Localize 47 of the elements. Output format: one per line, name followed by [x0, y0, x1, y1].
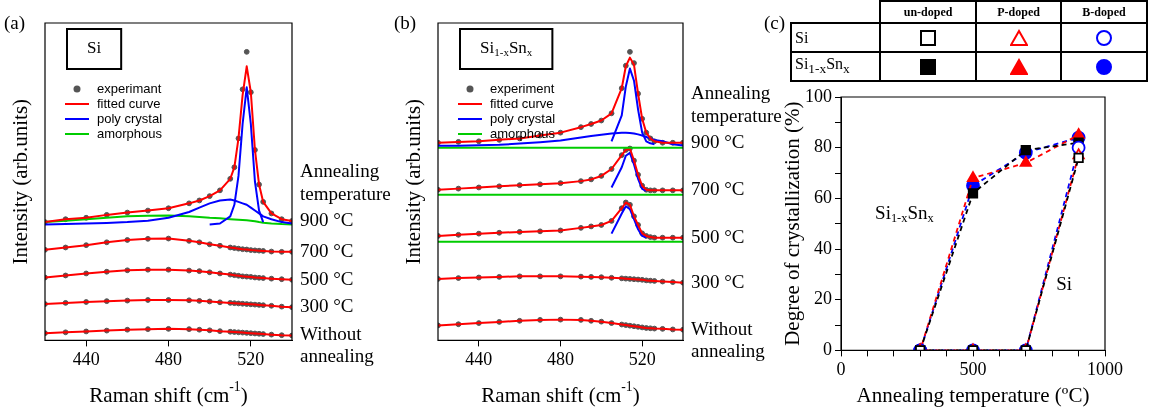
legend-label: experimant	[97, 80, 162, 96]
legend-label: fitted curve	[490, 95, 554, 111]
legend-label: poly crystal	[490, 110, 556, 126]
x-tick-label: 0	[836, 358, 846, 379]
text: Without annealing	[300, 323, 375, 367]
text: 300 °C	[300, 295, 354, 317]
text: Si$_{1-x}$Sn$_{x}$	[791, 52, 880, 81]
y-tick-label: 20	[814, 288, 832, 309]
y-axis-title: Intensity (arb.units)	[7, 98, 32, 265]
x-tick-label: 480	[155, 348, 182, 369]
text: 500 °C	[691, 225, 745, 247]
x-tick-label: 500	[959, 358, 987, 379]
text: Si	[791, 23, 880, 52]
x-tick-label: 520	[628, 348, 656, 369]
text: Without annealing	[691, 317, 766, 361]
legend-label: experiment	[490, 80, 555, 96]
text: 500 °C	[300, 267, 354, 289]
annotation: Si	[1056, 272, 1073, 294]
y-axis-title: Intensity (arb.units)	[400, 98, 425, 265]
text: Annealing temperature	[691, 81, 782, 126]
y-tick-label: 60	[814, 187, 832, 208]
text: 300 °C	[691, 270, 745, 292]
legend-label: poly crystal	[97, 110, 163, 126]
x-tick-label: 520	[237, 348, 265, 369]
legend-label: amorphous	[97, 125, 163, 141]
text: 700 °C	[300, 239, 354, 261]
text: 900 °C	[691, 130, 745, 152]
text: (c)	[764, 11, 786, 34]
y-tick-label: 100	[805, 85, 832, 106]
text: un-doped	[880, 1, 977, 23]
chart-title: Si	[87, 38, 102, 58]
x-tick-label: 440	[465, 348, 493, 369]
x-tick-label: 440	[72, 348, 100, 369]
text: B-doped	[1060, 1, 1147, 23]
text: Annealing temperature	[300, 159, 391, 204]
text: 700 °C	[691, 178, 745, 200]
x-tick-label: 1000	[1087, 358, 1123, 379]
text: (a)	[4, 11, 26, 34]
y-tick-label: 80	[814, 136, 832, 157]
legend-label: fitted curve	[97, 95, 161, 111]
text: (b)	[394, 11, 417, 34]
text: 900 °C	[300, 208, 354, 230]
text: P-doped	[976, 1, 1061, 23]
x-axis-title: Annealing temperature (ºC)	[856, 382, 1090, 407]
y-tick-label: 40	[814, 237, 832, 258]
legend-label: amorphous	[490, 125, 556, 141]
x-tick-label: 480	[547, 348, 574, 369]
